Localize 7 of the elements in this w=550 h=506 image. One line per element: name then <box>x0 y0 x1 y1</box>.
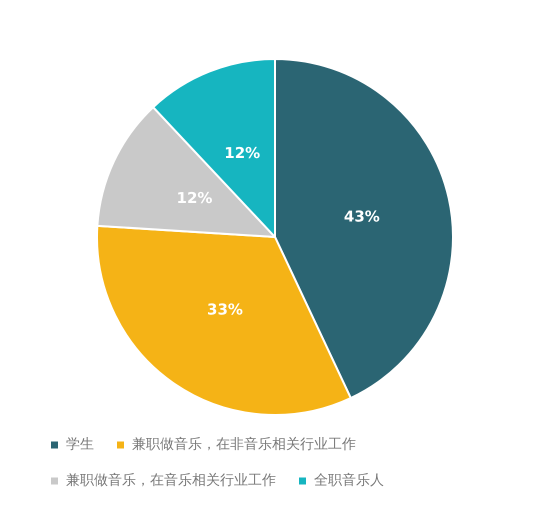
data-label: 43% <box>344 207 380 226</box>
legend-label: 兼职做音乐，在音乐相关行业工作 <box>66 472 276 489</box>
legend-label: 学生 <box>66 436 94 453</box>
legend-label: 全职音乐人 <box>314 472 384 489</box>
data-label: 12% <box>224 144 260 162</box>
legend-label: 兼职做音乐，在非音乐相关行业工作 <box>132 436 356 453</box>
data-label: 33% <box>207 300 243 318</box>
